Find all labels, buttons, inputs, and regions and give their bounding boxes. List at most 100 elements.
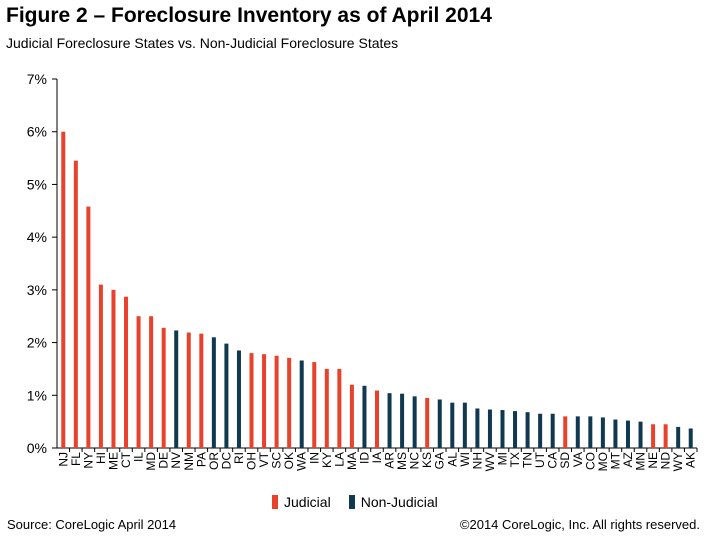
bar-az <box>625 420 630 448</box>
bar-dc <box>224 343 229 448</box>
bar-id <box>362 385 367 448</box>
y-tick-label: 2% <box>27 335 47 351</box>
x-tick-label: VA <box>571 452 585 467</box>
bar-ky <box>324 368 329 448</box>
bar-va <box>575 416 580 448</box>
x-tick-label: FL <box>69 452 83 466</box>
x-tick-label: WA <box>295 452 309 471</box>
x-tick-label: DC <box>219 452 233 470</box>
y-tick-label: 1% <box>27 387 47 403</box>
bar-tx <box>513 411 518 448</box>
bar-tn <box>525 412 530 448</box>
bar-fl <box>73 160 78 448</box>
x-tick-label: RI <box>232 452 246 464</box>
x-tick-label: CO <box>583 452 597 470</box>
x-tick-label: WV <box>483 452 497 471</box>
bar-nm <box>186 332 191 448</box>
legend-swatch-non-judicial <box>348 495 355 509</box>
bar-nj <box>61 131 66 448</box>
x-tick-label: DE <box>157 452 171 469</box>
bar-de <box>161 327 166 448</box>
y-tick-label: 5% <box>27 176 47 192</box>
bar-ca <box>550 413 555 448</box>
bar-wa <box>299 360 304 448</box>
bar-mt <box>613 419 618 448</box>
bar-ne <box>651 424 656 448</box>
x-tick-label: NJ <box>56 452 70 467</box>
bar-me <box>111 289 116 448</box>
chart-legend: Judicial Non-Judicial <box>272 494 438 510</box>
x-tick-label: TX <box>508 452 522 467</box>
x-tick-label: TN <box>521 452 535 468</box>
bar-vt <box>262 354 267 448</box>
x-tick-label: AK <box>684 452 698 468</box>
y-tick-label: 0% <box>27 440 47 456</box>
x-tick-label: UT <box>533 451 547 468</box>
x-tick-label: ND <box>659 452 673 470</box>
x-tick-label: AR <box>383 452 397 469</box>
bar-ak <box>688 428 693 448</box>
bar-al <box>450 402 455 448</box>
x-tick-label: KS <box>420 452 434 468</box>
source-note: Source: CoreLogic April 2014 <box>7 517 177 532</box>
bar-ok <box>287 357 292 448</box>
y-tick-label: 7% <box>27 71 47 87</box>
x-tick-label: NE <box>646 452 660 469</box>
x-tick-label: NY <box>81 452 95 469</box>
bar-nc <box>412 396 417 448</box>
bar-ny <box>86 206 91 448</box>
x-tick-label: IA <box>370 452 384 463</box>
x-tick-label: CA <box>546 452 560 469</box>
x-tick-label: LA <box>332 452 346 467</box>
x-tick-label: SC <box>270 452 284 469</box>
bar-ks <box>425 397 430 448</box>
x-tick-label: IL <box>132 452 146 462</box>
bar-il <box>136 316 141 448</box>
chart-title: Figure 2 – Foreclosure Inventory as of A… <box>6 4 492 27</box>
x-tick-label: CT <box>119 451 133 468</box>
bar-la <box>337 368 342 448</box>
x-tick-label: NC <box>408 452 422 470</box>
x-tick-label: MD <box>144 452 158 471</box>
x-tick-label: KY <box>320 452 334 468</box>
x-tick-label: ME <box>106 452 120 470</box>
bar-ia <box>375 390 379 448</box>
bar-wy <box>676 426 681 448</box>
bar-ar <box>387 393 392 448</box>
legend-label-non-judicial: Non-Judicial <box>360 494 438 510</box>
x-tick-label: ID <box>357 452 371 464</box>
bar-ga <box>437 399 442 448</box>
bar-ma <box>349 384 354 448</box>
bar-or <box>211 337 216 448</box>
y-tick-label: 4% <box>27 229 47 245</box>
x-tick-label: MS <box>395 452 409 470</box>
legend-swatch-judicial <box>272 495 278 509</box>
bar-wi <box>462 402 467 448</box>
x-tick-label: AL <box>445 452 459 467</box>
bar-co <box>588 416 593 448</box>
bar-mn <box>638 421 643 448</box>
x-tick-label: MO <box>596 452 610 471</box>
legend-label-judicial: Judicial <box>284 494 331 510</box>
bar-in <box>312 362 317 448</box>
bar-oh <box>249 353 254 448</box>
bar-md <box>149 316 154 448</box>
y-tick-label: 6% <box>27 124 47 140</box>
x-tick-label: MT <box>608 451 622 469</box>
bar-chart: 0% 1% 2% 3% 4% 5% 6% 7% NJFLNYHIMECTILMDDENVNMPA… <box>27 71 698 471</box>
x-tick-label: OR <box>207 452 221 470</box>
copyright-note: ©2014 CoreLogic, Inc. All rights reserve… <box>459 517 700 532</box>
x-tick-label: MA <box>345 452 359 470</box>
bar-sc <box>274 355 279 448</box>
x-tick-label: NM <box>182 452 196 471</box>
x-tick-label: MN <box>634 452 648 471</box>
x-tick-label: WY <box>671 452 685 471</box>
bar-nd <box>663 424 668 448</box>
bar-nv <box>174 330 179 448</box>
x-tick-label: AZ <box>621 452 635 467</box>
bar-hi <box>98 284 103 448</box>
y-tick-label: 3% <box>27 282 47 298</box>
x-tick-label: WI <box>458 452 472 467</box>
x-tick-label: OH <box>245 452 259 470</box>
x-tick-label: SD <box>558 452 572 469</box>
